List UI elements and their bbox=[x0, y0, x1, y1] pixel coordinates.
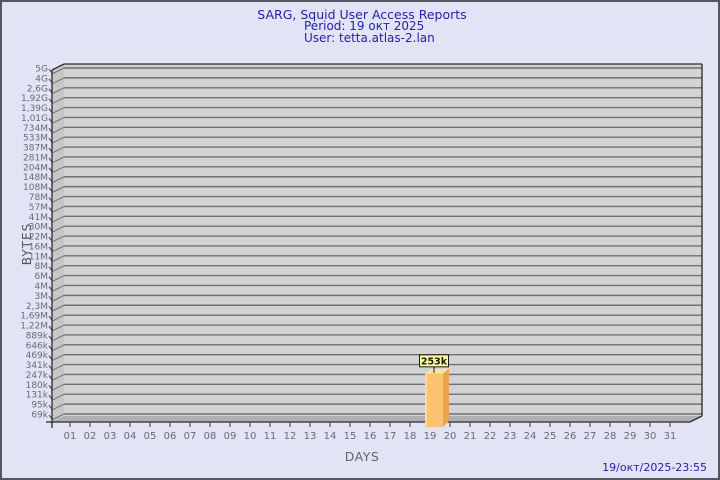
y-tick-label: 1,39G bbox=[21, 104, 48, 114]
x-tick-label: 18 bbox=[404, 431, 417, 442]
y-tick-label: 533M bbox=[23, 134, 48, 144]
x-tick-label: 31 bbox=[664, 431, 677, 442]
y-tick-label: 8M bbox=[35, 262, 49, 272]
y-tick-label: 6M bbox=[35, 272, 49, 282]
y-tick-label: 889k bbox=[26, 331, 49, 341]
grid-lines bbox=[64, 67, 702, 415]
x-tick-label: 08 bbox=[204, 431, 217, 442]
y-tick-label: 646k bbox=[26, 341, 49, 351]
x-tick-label: 06 bbox=[164, 431, 177, 442]
y-tick-label: 1,01G bbox=[21, 114, 48, 124]
y-tick-label: 4G bbox=[35, 74, 48, 84]
x-tick-label: 23 bbox=[504, 431, 517, 442]
x-tick-label: 10 bbox=[244, 431, 257, 442]
y-tick-label: 734M bbox=[23, 124, 48, 134]
x-tick-label: 28 bbox=[604, 431, 617, 442]
chart-title: SARG, Squid User Access Reports bbox=[257, 7, 467, 22]
x-tick-label: 13 bbox=[304, 431, 317, 442]
y-tick-label: 204M bbox=[23, 163, 48, 173]
y-tick-label: 78M bbox=[29, 193, 48, 203]
x-tick-label: 29 bbox=[624, 431, 637, 442]
x-axis-tick-labels: 01 02 03 04 05 06 07 08 09 10 11 12 13 14 15 16 17 18 19 20… bbox=[64, 431, 677, 442]
y-tick-label: 387M bbox=[23, 144, 48, 154]
x-tick-label: 14 bbox=[324, 431, 337, 442]
chart-subtitle: Period: 19 окт 2025 User: tetta.atlas-2.… bbox=[304, 19, 435, 45]
bar-front-face bbox=[425, 373, 443, 427]
x-tick-label: 21 bbox=[464, 431, 477, 442]
y-tick-label: 11M bbox=[29, 252, 48, 262]
x-tick-label: 24 bbox=[524, 431, 537, 442]
y-tick-label: 5G bbox=[35, 65, 48, 75]
y-tick-label: 69k bbox=[31, 411, 48, 421]
plot-back-wall bbox=[64, 64, 702, 416]
y-tick-label: 247k bbox=[26, 371, 49, 381]
x-tick-label: 25 bbox=[544, 431, 557, 442]
x-axis-ticks bbox=[69, 422, 671, 427]
left-wall bbox=[52, 64, 64, 422]
y-tick-label: 22M bbox=[29, 233, 48, 243]
y-tick-label: 281M bbox=[23, 153, 48, 163]
x-tick-label: 30 bbox=[644, 431, 657, 442]
report-timestamp: 19/окт/2025-23:55 bbox=[602, 461, 707, 474]
bar-side-face bbox=[443, 368, 449, 427]
y-tick-label: 1,22M bbox=[20, 322, 48, 332]
x-tick-label: 04 bbox=[124, 431, 137, 442]
y-tick-label: 148M bbox=[23, 173, 48, 183]
y-tick-label: 30M bbox=[29, 223, 48, 233]
y-tick-label: 95k bbox=[31, 401, 48, 411]
y-tick-label: 2,6G bbox=[27, 84, 48, 94]
y-tick-label: 1,69M bbox=[20, 312, 48, 322]
chart-period: Period: 19 окт 2025 bbox=[304, 19, 425, 33]
x-tick-label: 16 bbox=[364, 431, 377, 442]
x-tick-label: 19 bbox=[424, 431, 437, 442]
value-label-text: 253k bbox=[421, 356, 448, 367]
y-tick-label: 1,92G bbox=[21, 94, 48, 104]
x-tick-label: 02 bbox=[84, 431, 97, 442]
y-tick-label: 57M bbox=[29, 203, 48, 213]
y-tick-label: 3M bbox=[35, 292, 49, 302]
y-tick-label: 16M bbox=[29, 242, 48, 252]
x-tick-label: 17 bbox=[384, 431, 397, 442]
y-tick-label: 469k bbox=[26, 351, 49, 361]
x-tick-label: 22 bbox=[484, 431, 497, 442]
x-axis-title: DAYS bbox=[344, 449, 380, 464]
y-tick-label: 41M bbox=[29, 213, 48, 223]
x-tick-label: 09 bbox=[224, 431, 237, 442]
x-tick-label: 26 bbox=[564, 431, 577, 442]
y-axis-tick-labels: 5G4G2,6G1,92G1,39G1,01G734M533M387M281M2… bbox=[20, 65, 49, 421]
x-tick-label: 11 bbox=[264, 431, 277, 442]
x-tick-label: 12 bbox=[284, 431, 297, 442]
x-tick-label: 07 bbox=[184, 431, 197, 442]
chart-user: User: tetta.atlas-2.lan bbox=[304, 30, 435, 45]
bar-top-face bbox=[425, 368, 449, 374]
wall-tick-lines bbox=[51, 67, 65, 421]
x-tick-label: 03 bbox=[104, 431, 117, 442]
x-tick-label: 27 bbox=[584, 431, 597, 442]
x-tick-label: 20 bbox=[444, 431, 457, 442]
y-tick-label: 4M bbox=[35, 282, 49, 292]
bar-day-19: 253k bbox=[419, 354, 449, 427]
x-tick-label: 05 bbox=[144, 431, 157, 442]
y-tick-label: 341k bbox=[26, 361, 49, 371]
y-tick-label: 108M bbox=[23, 183, 48, 193]
x-tick-label: 15 bbox=[344, 431, 357, 442]
axis-frame bbox=[46, 63, 703, 428]
x-tick-label: 01 bbox=[64, 431, 77, 442]
y-tick-label: 180k bbox=[26, 381, 49, 391]
y-tick-label: 131k bbox=[26, 391, 49, 401]
value-label-box bbox=[419, 354, 449, 368]
floor bbox=[52, 416, 702, 422]
y-tick-label: 2,3M bbox=[26, 302, 48, 312]
